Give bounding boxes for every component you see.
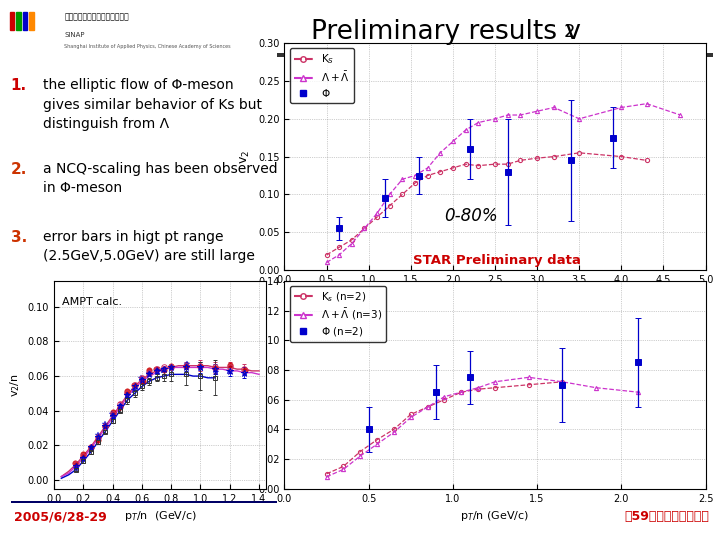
Text: Preliminary results v: Preliminary results v bbox=[311, 19, 582, 45]
Text: SINAP: SINAP bbox=[64, 32, 85, 38]
Text: 2: 2 bbox=[564, 23, 575, 41]
Y-axis label: v$_2$/n: v$_2$/n bbox=[239, 373, 253, 397]
Text: Shanghai Institute of Applied Physics, Chinese Academy of Sciences: Shanghai Institute of Applied Physics, C… bbox=[64, 44, 231, 50]
X-axis label: p$_T$/n  (GeV/c): p$_T$/n (GeV/c) bbox=[124, 509, 197, 523]
Text: STAR Preliminary data: STAR Preliminary data bbox=[413, 254, 581, 267]
X-axis label: p$_T$ (GeV/c): p$_T$ (GeV/c) bbox=[466, 291, 524, 305]
X-axis label: p$_T$/n (GeV/c): p$_T$/n (GeV/c) bbox=[460, 509, 530, 523]
Text: a NCQ-scaling has been observed
in Φ-meson: a NCQ-scaling has been observed in Φ-mes… bbox=[43, 162, 278, 195]
Text: 第59届东方论坛，上海: 第59届东方论坛，上海 bbox=[624, 510, 709, 523]
Bar bbox=[17, 11, 21, 30]
Text: the elliptic flow of Φ-meson
gives similar behavior of Ks but
distinguish from Λ: the elliptic flow of Φ-meson gives simil… bbox=[43, 78, 262, 131]
Text: 中国科学院上海应用物理研究所: 中国科学院上海应用物理研究所 bbox=[64, 12, 129, 22]
Text: AMPT calc.: AMPT calc. bbox=[63, 298, 122, 307]
Bar bbox=[23, 11, 27, 30]
Bar bbox=[30, 11, 34, 30]
Legend: K$_s$ (n=2), $\Lambda + \bar{\Lambda}$ (n=3), $\Phi$ (n=2): K$_s$ (n=2), $\Lambda + \bar{\Lambda}$ (… bbox=[289, 286, 386, 342]
Text: 0-80%: 0-80% bbox=[444, 207, 498, 225]
Bar bbox=[10, 11, 14, 30]
Text: 2.: 2. bbox=[11, 162, 27, 177]
Legend: K$_S$, $\Lambda + \bar{\Lambda}$, $\Phi$: K$_S$, $\Lambda + \bar{\Lambda}$, $\Phi$ bbox=[289, 49, 354, 103]
Text: 3.: 3. bbox=[11, 230, 27, 245]
Text: error bars in higt pt range
(2.5GeV,5.0GeV) are still large: error bars in higt pt range (2.5GeV,5.0G… bbox=[43, 230, 255, 263]
Text: 2005/6/28-29: 2005/6/28-29 bbox=[14, 510, 107, 523]
Text: 1.: 1. bbox=[11, 78, 27, 93]
Y-axis label: v$_2$/n: v$_2$/n bbox=[9, 373, 22, 397]
Y-axis label: v$_2$: v$_2$ bbox=[239, 150, 252, 164]
